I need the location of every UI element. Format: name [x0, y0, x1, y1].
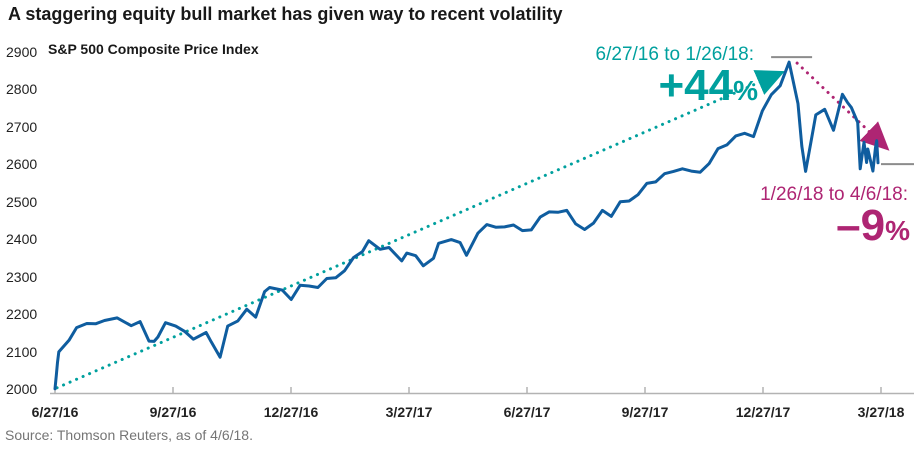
y-tick-label: 2500 — [6, 193, 38, 210]
x-tick-label: 3/27/18 — [857, 404, 905, 420]
loss-annotation-value: –9% — [650, 204, 910, 251]
x-tick-label: 12/27/17 — [735, 404, 791, 420]
y-tick-label: 2700 — [6, 118, 38, 135]
x-tick-label: 9/27/17 — [621, 404, 669, 420]
x-tick-label: 6/27/16 — [31, 404, 79, 420]
loss-trend-dotted-arrow — [795, 61, 890, 151]
source-note: Source: Thomson Reuters, as of 4/6/18. — [5, 427, 253, 443]
y-tick-label: 2100 — [6, 343, 38, 360]
loss-annotation-dates: 1/26/18 to 4/6/18: — [760, 184, 908, 205]
gain-annotation-value: +44% — [498, 64, 758, 111]
loss-pct-sign: % — [885, 215, 910, 246]
x-tick-label: 9/27/16 — [149, 404, 197, 420]
series-label: S&P 500 Composite Price Index — [48, 41, 259, 57]
x-tick-label: 12/27/16 — [263, 404, 319, 420]
chart-title: A staggering equity bull market has give… — [8, 4, 563, 24]
price-line — [53, 60, 880, 391]
x-axis-ticks — [54, 387, 882, 394]
x-tick-label: 6/27/17 — [503, 404, 551, 420]
y-tick-label: 2600 — [6, 156, 38, 173]
y-tick-label: 2200 — [6, 306, 38, 323]
y-tick-label: 2000 — [6, 381, 38, 397]
gain-annotation-dates: 6/27/16 to 1/26/18: — [595, 44, 754, 65]
gain-pct-number: +44 — [658, 61, 734, 110]
y-tick-label: 2900 — [6, 44, 38, 60]
gain-pct-sign: % — [733, 75, 758, 106]
y-tick-label: 2400 — [6, 231, 38, 248]
loss-pct-number: –9 — [836, 201, 886, 250]
x-tick-label: 3/27/17 — [385, 404, 433, 420]
y-tick-label: 2800 — [6, 81, 38, 98]
y-tick-label: 2300 — [6, 268, 38, 285]
